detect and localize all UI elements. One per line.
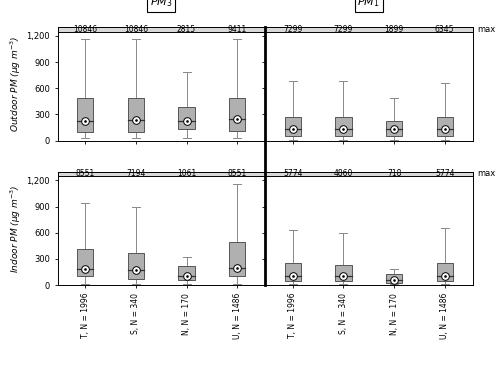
Text: 9411: 9411 — [228, 25, 247, 34]
Bar — [77, 98, 94, 132]
Bar — [77, 248, 94, 276]
Text: 718: 718 — [387, 170, 401, 178]
Bar — [265, 27, 472, 31]
Text: 8551: 8551 — [76, 170, 95, 178]
Title: $PM_1$: $PM_1$ — [358, 0, 380, 9]
Y-axis label: Outdoor PM ($\mu$g m$^{-3}$): Outdoor PM ($\mu$g m$^{-3}$) — [9, 36, 24, 132]
Bar — [436, 117, 453, 136]
Bar — [229, 98, 246, 131]
Title: $PM_3$: $PM_3$ — [150, 0, 172, 9]
Text: 5774: 5774 — [283, 170, 302, 178]
Bar — [436, 263, 453, 281]
Bar — [128, 253, 144, 279]
Text: 5774: 5774 — [435, 170, 454, 178]
Bar — [58, 27, 265, 31]
Bar — [58, 171, 265, 176]
Bar — [386, 274, 402, 283]
Text: 10846: 10846 — [124, 25, 148, 34]
Bar — [128, 98, 144, 132]
Text: max: max — [478, 25, 496, 34]
Bar — [265, 171, 472, 176]
Bar — [178, 266, 194, 281]
Text: 1899: 1899 — [384, 25, 404, 34]
Bar — [336, 265, 351, 281]
Text: 8551: 8551 — [228, 170, 247, 178]
Bar — [284, 117, 301, 136]
Bar — [284, 263, 301, 281]
Bar — [178, 107, 194, 129]
Y-axis label: Indoor PM ($\mu$g m$^{-3}$): Indoor PM ($\mu$g m$^{-3}$) — [9, 184, 24, 273]
Text: 7299: 7299 — [283, 25, 302, 34]
Text: 4860: 4860 — [334, 170, 353, 178]
Text: max: max — [478, 170, 496, 178]
Text: 7194: 7194 — [126, 170, 146, 178]
Text: 6345: 6345 — [435, 25, 454, 34]
Text: 10846: 10846 — [74, 25, 98, 34]
Text: 1061: 1061 — [177, 170, 196, 178]
Bar — [336, 117, 351, 136]
Text: 7299: 7299 — [334, 25, 353, 34]
Bar — [229, 242, 246, 276]
Text: 2815: 2815 — [177, 25, 196, 34]
Bar — [386, 121, 402, 136]
